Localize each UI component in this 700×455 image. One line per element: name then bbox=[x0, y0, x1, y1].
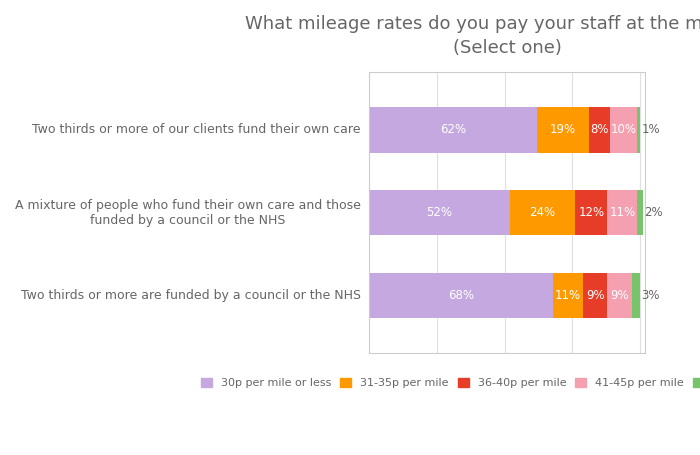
Text: 24%: 24% bbox=[529, 206, 556, 219]
Text: 52%: 52% bbox=[426, 206, 453, 219]
Bar bbox=[608, 190, 637, 235]
Bar bbox=[632, 273, 640, 318]
Text: 11%: 11% bbox=[609, 206, 636, 219]
Text: 62%: 62% bbox=[440, 123, 466, 136]
Bar bbox=[575, 190, 608, 235]
Bar bbox=[369, 190, 510, 235]
Bar bbox=[369, 107, 537, 152]
Legend: 30p per mile or less, 31-35p per mile, 36-40p per mile, 41-45p per mile, Over 45: 30p per mile or less, 31-35p per mile, 3… bbox=[197, 373, 700, 393]
Text: 9%: 9% bbox=[610, 289, 629, 302]
Text: 9%: 9% bbox=[586, 289, 605, 302]
Text: 10%: 10% bbox=[610, 123, 637, 136]
Text: 8%: 8% bbox=[590, 123, 608, 136]
Bar bbox=[583, 273, 608, 318]
Text: 12%: 12% bbox=[578, 206, 604, 219]
Text: 19%: 19% bbox=[550, 123, 576, 136]
Text: 2%: 2% bbox=[644, 206, 663, 219]
Bar bbox=[608, 273, 632, 318]
Bar bbox=[637, 107, 640, 152]
Text: 68%: 68% bbox=[448, 289, 475, 302]
Text: 3%: 3% bbox=[641, 289, 660, 302]
Title: What mileage rates do you pay your staff at the moment?
(Select one): What mileage rates do you pay your staff… bbox=[245, 15, 700, 56]
Text: 1%: 1% bbox=[641, 123, 660, 136]
Bar bbox=[637, 190, 643, 235]
Bar bbox=[553, 273, 583, 318]
Bar bbox=[537, 107, 589, 152]
Text: 11%: 11% bbox=[555, 289, 581, 302]
Bar bbox=[510, 190, 575, 235]
Bar bbox=[589, 107, 610, 152]
Bar bbox=[610, 107, 637, 152]
Bar bbox=[369, 273, 553, 318]
